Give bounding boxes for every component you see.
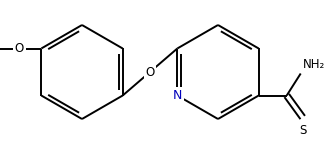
Text: N: N	[172, 89, 182, 102]
Text: O: O	[145, 66, 155, 78]
Text: NH₂: NH₂	[303, 57, 325, 70]
Text: O: O	[15, 42, 24, 55]
Text: S: S	[299, 123, 306, 136]
